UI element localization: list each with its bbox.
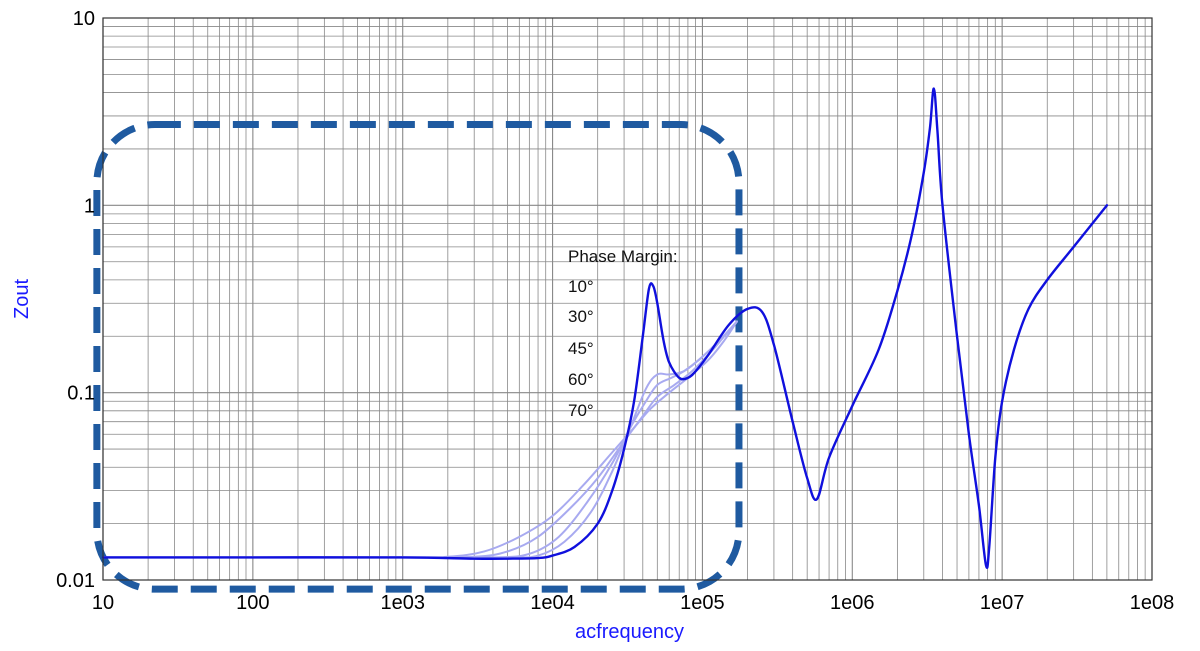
- y-tick-label: 1: [84, 195, 95, 217]
- y-axis-label: Zout: [11, 279, 33, 319]
- phase-margin-label-60: 60°: [568, 370, 594, 389]
- x-tick-label: 1e08: [1130, 592, 1175, 614]
- x-axis-label: acfrequency: [575, 621, 684, 643]
- x-tick-label: 1e06: [830, 592, 875, 614]
- series-line-pm-10: [101, 87, 1109, 569]
- phase-margin-label-30: 30°: [568, 307, 594, 326]
- phase-margin-label-45: 45°: [568, 339, 594, 358]
- series-layer: [101, 87, 1109, 569]
- highlight-box-layer: [93, 121, 743, 593]
- y-tick-label: 0.1: [67, 383, 95, 405]
- phase-margin-title: Phase Margin:: [568, 247, 678, 266]
- x-tick-label: 1e03: [380, 592, 425, 614]
- phase-margin-legend: Phase Margin: 10° 30° 45° 60° 70°: [568, 247, 678, 420]
- plot-frame: [102, 17, 1153, 581]
- x-tick-label: 1e07: [980, 592, 1025, 614]
- x-tick-label: 1e05: [680, 592, 725, 614]
- highlight-box: [93, 121, 743, 593]
- x-tick-label: 10: [92, 592, 114, 614]
- grid: [102, 18, 1152, 581]
- phase-margin-label-70: 70°: [568, 401, 594, 420]
- y-tick-label: 10: [73, 8, 95, 30]
- x-tick-labels: 10 100 1e03 1e04 1e05 1e06 1e07 1e08: [92, 592, 1174, 614]
- y-tick-labels: 0.01 0.1 1 10: [56, 8, 95, 592]
- y-tick-label: 0.01: [56, 570, 95, 592]
- x-tick-label: 1e04: [530, 592, 575, 614]
- phase-margin-label-10: 10°: [568, 277, 594, 296]
- x-tick-label: 100: [236, 592, 269, 614]
